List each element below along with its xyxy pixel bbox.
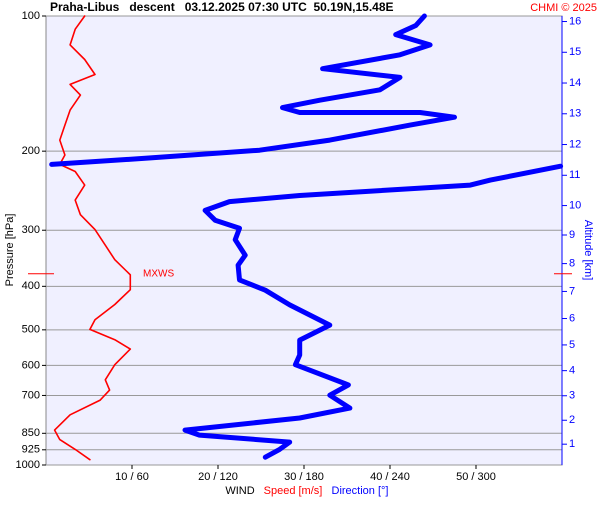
y2-tick-label: 9 <box>569 229 575 241</box>
y2-tick-label: 10 <box>569 199 581 211</box>
y-tick-label: 400 <box>22 280 40 292</box>
y-tick-label: 100 <box>22 10 40 22</box>
y2-tick-label: 7 <box>569 285 575 297</box>
speed-label: Speed [m/s] <box>264 485 323 497</box>
y2-tick-label: 6 <box>569 312 575 324</box>
y-tick-label: 850 <box>22 427 40 439</box>
y2-tick-label: 12 <box>569 138 581 150</box>
y2-tick-label: 4 <box>569 365 575 377</box>
y2-tick-label: 14 <box>569 77 581 89</box>
y-tick-label: 1000 <box>16 459 40 471</box>
y2-tick-label: 16 <box>569 15 581 27</box>
y2-tick-label: 11 <box>569 169 580 181</box>
direction-label: Direction [°] <box>332 485 389 497</box>
y2-tick-label: 5 <box>569 339 575 351</box>
x-tick-label: 50 / 300 <box>456 471 496 483</box>
y-tick-label: 300 <box>22 224 40 236</box>
x-tick-label: 10 / 60 <box>115 471 149 483</box>
y-tick-label: 925 <box>22 444 40 456</box>
copyright: CHMI © 2025 <box>530 2 597 14</box>
y-tick-label: 700 <box>22 389 40 401</box>
speed-line <box>53 15 132 461</box>
plot-area <box>45 15 563 466</box>
y-tick-label: 200 <box>22 145 40 157</box>
y2-tick-label: 3 <box>569 390 575 402</box>
y2-tick-label: 8 <box>569 258 575 270</box>
chart-title: Praha-Libus descent 03.12.2025 07:30 UTC… <box>50 0 394 14</box>
y2-tick-label: 1 <box>569 438 575 450</box>
direction-line <box>49 13 564 460</box>
x-tick-label: 40 / 240 <box>370 471 410 483</box>
y2-tick-label: 13 <box>569 108 581 120</box>
x-axis-label: WIND <box>225 485 254 497</box>
y-axis-label: Pressure [hPa] <box>4 214 16 287</box>
y-tick-label: 600 <box>22 359 40 371</box>
y2-axis-label: Altitude [km] <box>582 220 594 281</box>
y2-tick-label: 15 <box>569 46 581 58</box>
x-tick-label: 20 / 120 <box>198 471 238 483</box>
x-tick-label: 30 / 180 <box>284 471 324 483</box>
annotation: MXWS <box>143 268 174 279</box>
y-tick-label: 500 <box>22 324 40 336</box>
y2-tick-label: 2 <box>569 414 575 426</box>
